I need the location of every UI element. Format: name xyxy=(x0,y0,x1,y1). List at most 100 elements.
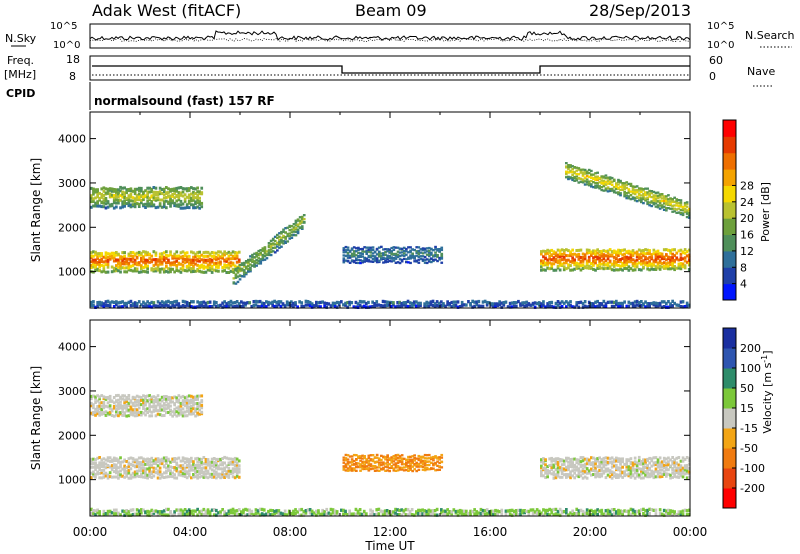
heatmap-cell xyxy=(625,181,629,184)
heatmap-cell xyxy=(108,410,112,414)
heatmap-cell xyxy=(300,215,304,219)
heatmap-cell xyxy=(167,404,170,408)
heatmap-cell xyxy=(171,303,174,308)
heatmap-cell xyxy=(100,461,104,465)
heatmap-cell xyxy=(119,406,122,410)
heatmap-cell xyxy=(592,302,595,306)
heatmap-cell xyxy=(571,463,574,467)
heatmap-cell xyxy=(160,254,164,258)
heatmap-cell xyxy=(644,255,647,259)
heatmap-cell xyxy=(181,194,185,198)
heatmap-cell xyxy=(179,270,183,274)
heatmap-cell xyxy=(633,304,637,308)
heatmap-cell xyxy=(317,305,320,309)
heatmap-cell xyxy=(129,303,133,308)
heatmap-cell xyxy=(194,206,197,210)
heatmap-cell xyxy=(150,202,154,206)
heatmap-cell xyxy=(355,463,358,466)
heatmap-cell xyxy=(269,253,273,257)
heatmap-cell xyxy=(167,200,170,204)
heatmap-cell xyxy=(333,512,337,516)
heatmap-cell xyxy=(365,467,369,471)
heatmap-cell xyxy=(121,186,124,190)
heatmap-cell xyxy=(121,509,124,513)
heatmap-cell xyxy=(623,267,626,270)
heatmap-cell xyxy=(190,412,193,416)
heatmap-cell xyxy=(380,245,383,248)
colorbar-swatch xyxy=(723,488,736,509)
heatmap-cell xyxy=(390,246,394,250)
heatmap-cell xyxy=(232,271,236,274)
heatmap-cell xyxy=(156,401,160,404)
heatmap-cell xyxy=(108,475,112,479)
heatmap-cell xyxy=(660,265,664,269)
heatmap-cell xyxy=(171,199,174,203)
heatmap-cell xyxy=(617,193,620,196)
heatmap-cell xyxy=(400,466,404,469)
heatmap-cell xyxy=(406,513,410,517)
heatmap-cell xyxy=(406,305,410,309)
heatmap-cell xyxy=(665,199,668,203)
heatmap-cell xyxy=(652,259,656,263)
heatmap-cell xyxy=(610,508,614,512)
heatmap-cell xyxy=(198,460,201,464)
heatmap-cell xyxy=(346,467,350,470)
heatmap-cell xyxy=(135,399,139,403)
heatmap-cell xyxy=(565,305,568,309)
heatmap-cell xyxy=(615,299,618,304)
heatmap-cell xyxy=(569,476,572,480)
heatmap-cell xyxy=(115,410,118,414)
heatmap-cell xyxy=(106,396,110,399)
heatmap-cell xyxy=(590,254,593,257)
heatmap-cell xyxy=(175,396,179,400)
heatmap-cell xyxy=(683,264,687,268)
heatmap-cell xyxy=(596,508,599,512)
heatmap-cell xyxy=(390,256,394,259)
heatmap-cell xyxy=(175,398,179,402)
heatmap-cell xyxy=(177,464,181,468)
heatmap-cell xyxy=(381,512,385,516)
heatmap-cell xyxy=(412,303,416,307)
heatmap-cell xyxy=(577,512,581,516)
heatmap-cell xyxy=(594,457,597,461)
heatmap-cell xyxy=(131,256,135,260)
heatmap-cell xyxy=(425,460,429,463)
heatmap-cell xyxy=(212,268,216,272)
x-tick-label: 16:00 xyxy=(473,525,508,539)
heatmap-cell xyxy=(537,512,541,516)
heatmap-cell xyxy=(581,256,585,259)
heatmap-cell xyxy=(96,190,99,193)
heatmap-cell xyxy=(90,457,93,461)
heatmap-cell xyxy=(200,403,204,407)
heatmap-cell xyxy=(131,302,135,306)
heatmap-cell xyxy=(259,262,263,265)
heatmap-cell xyxy=(296,230,300,233)
heatmap-cell xyxy=(625,260,629,264)
heatmap-cell xyxy=(640,194,643,197)
heatmap-cell xyxy=(127,257,131,261)
heatmap-cell xyxy=(417,246,421,249)
heatmap-cell xyxy=(348,303,351,307)
heatmap-cell xyxy=(432,464,435,467)
heatmap-cell xyxy=(327,302,331,306)
heatmap-cell xyxy=(646,196,649,199)
heatmap-cell xyxy=(140,472,143,476)
heatmap-cell xyxy=(629,267,633,271)
heatmap-cell xyxy=(629,194,633,197)
heatmap-cell xyxy=(565,176,568,179)
heatmap-cell xyxy=(154,396,158,400)
heatmap-cell xyxy=(177,508,181,512)
heatmap-cell xyxy=(196,397,199,401)
heatmap-cell xyxy=(282,242,285,245)
heatmap-cell xyxy=(405,247,408,251)
heatmap-cell xyxy=(371,252,375,255)
heatmap-cell xyxy=(175,406,179,410)
heatmap-cell xyxy=(235,304,239,308)
heatmap-cell xyxy=(240,304,243,309)
heatmap-cell xyxy=(388,259,391,263)
heatmap-cell xyxy=(590,304,593,308)
colorbar-swatch xyxy=(723,388,736,409)
heatmap-cell xyxy=(681,475,685,479)
heatmap-cell xyxy=(287,509,291,513)
heatmap-cell xyxy=(598,304,601,308)
